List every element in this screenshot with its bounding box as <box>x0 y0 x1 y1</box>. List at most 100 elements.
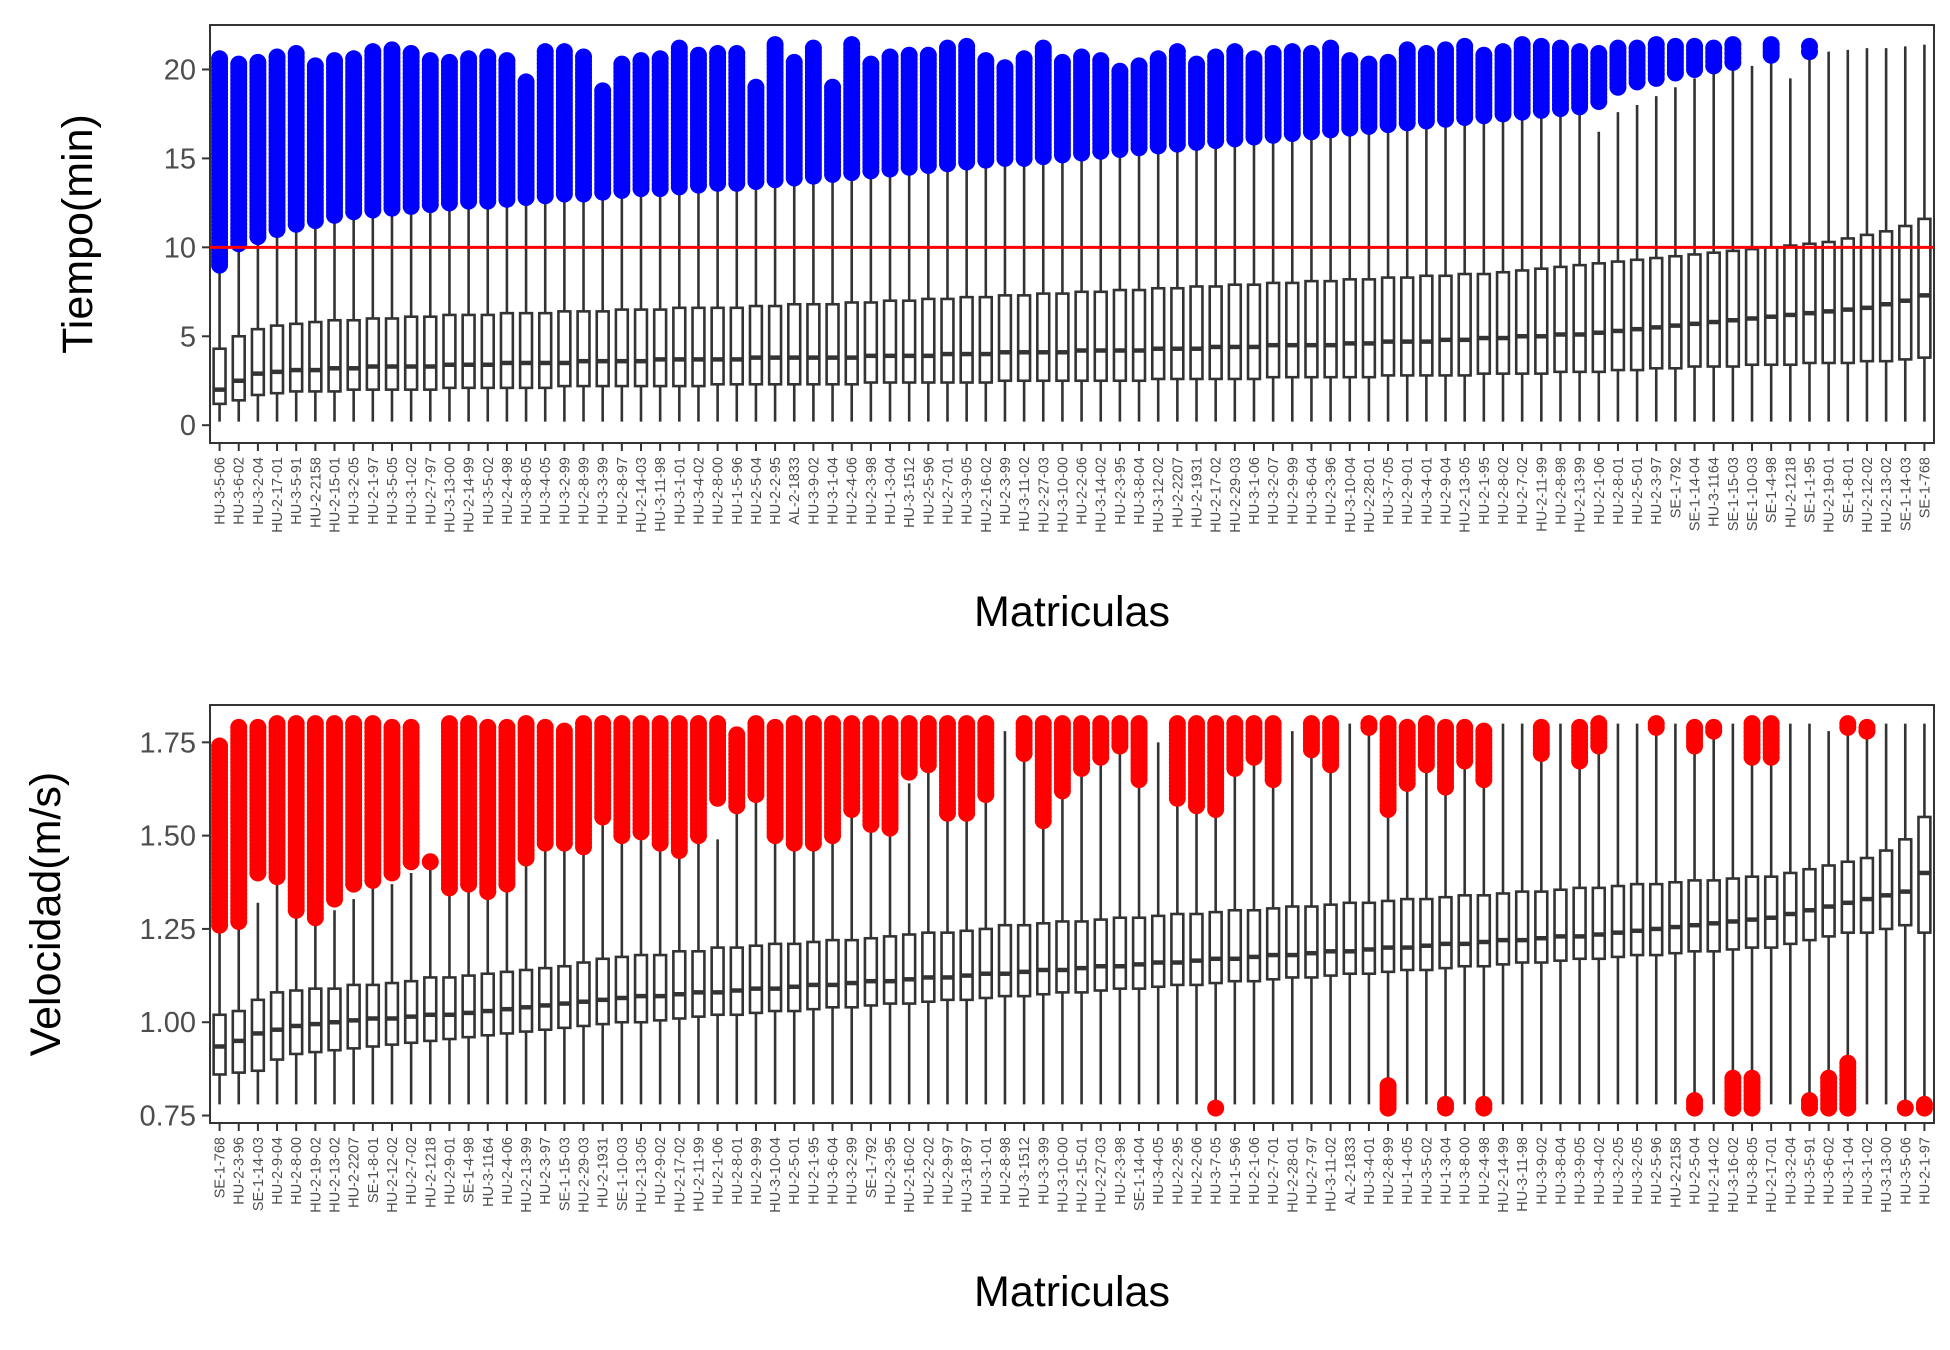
outlier-point <box>249 228 267 246</box>
box-body <box>1783 244 1798 367</box>
box-body <box>729 306 745 386</box>
x-tick-label: HU-2-8-97 <box>615 457 631 525</box>
box-body <box>1591 886 1607 961</box>
outlier-point <box>1762 748 1780 766</box>
box-body <box>1878 230 1894 363</box>
box-body <box>1399 276 1415 377</box>
x-tick-label: HU-2-3-97 <box>538 1137 554 1205</box>
box-body <box>1859 233 1875 363</box>
x-tick-label: HU-2-1-06 <box>1592 457 1608 525</box>
x-tick-label: HU-3-4-02 <box>1592 1137 1608 1205</box>
x-tick-label: HU-2-1218 <box>423 1137 439 1208</box>
outlier-point <box>843 801 861 818</box>
x-tick-label: HU-2-5-04 <box>749 457 765 525</box>
x-tick-label: HU-2-15-01 <box>1075 1137 1091 1213</box>
box-10 <box>402 44 420 422</box>
box-body <box>1744 875 1760 949</box>
outlier-point <box>977 151 995 169</box>
x-tick-label: HU-3-3-99 <box>1036 1137 1052 1205</box>
x-tick-label: HU-2-17-01 <box>270 457 286 533</box>
box-body <box>1629 258 1645 372</box>
box-17 <box>536 43 554 422</box>
outlier-point <box>1571 752 1589 770</box>
box-body <box>1246 908 1262 983</box>
outlier-point <box>632 823 650 841</box>
box-body <box>1323 279 1338 379</box>
x-tick-label: HU-2-13-99 <box>519 1137 535 1213</box>
x-tick-label: HU-3-9-05 <box>960 457 976 525</box>
outlier-point <box>1705 722 1723 740</box>
box-body <box>1495 270 1511 375</box>
outlier-point <box>1437 1099 1455 1117</box>
outlier-point <box>1743 1099 1761 1117</box>
outlier-point <box>1379 1099 1397 1117</box>
outlier-point <box>804 167 822 185</box>
x-tick-label: HU-3-1164 <box>481 1137 497 1207</box>
box-body <box>557 310 572 388</box>
y-tick-label: 0.75 <box>140 1101 196 1133</box>
box-body <box>940 297 955 384</box>
y-axis-title: Tiempo(min) <box>54 114 102 354</box>
box-body <box>1763 875 1779 949</box>
x-tick-label: HU-2-8-01 <box>1611 457 1627 525</box>
x-tick-label: HU-2-19-01 <box>1822 457 1838 533</box>
box-body <box>787 302 802 386</box>
outlier-point <box>1188 797 1206 815</box>
box-body <box>1055 920 1070 994</box>
box-body <box>1361 278 1377 379</box>
box-body <box>1457 894 1472 968</box>
box-body <box>327 987 342 1052</box>
box-body <box>1093 918 1108 992</box>
outlier-point <box>785 834 803 852</box>
outlier-point <box>1111 141 1129 159</box>
box-body <box>1361 901 1377 976</box>
outlier-point <box>383 864 401 882</box>
box-4 <box>287 44 305 422</box>
outlier-point <box>1302 741 1320 759</box>
x-tick-label: HU-3-2-04 <box>251 457 267 525</box>
box-body <box>1150 914 1166 989</box>
box-body <box>1170 912 1185 987</box>
box-1 <box>230 718 248 1105</box>
x-tick-label: HU-3-2-07 <box>1266 457 1282 525</box>
outlier-point <box>1456 108 1474 126</box>
box-8 <box>364 43 382 422</box>
x-tick-label: HU-3-4-01 <box>1362 1137 1378 1205</box>
box-body <box>1074 920 1089 994</box>
outlier-point <box>364 201 382 219</box>
outlier-point <box>900 763 918 781</box>
x-tick-label: HU-3-10-00 <box>1055 457 1071 533</box>
x-tick-label: HU-3-10-00 <box>1055 1137 1071 1213</box>
box-body <box>212 347 227 406</box>
box-11 <box>421 52 439 422</box>
outlier-point <box>1705 57 1723 75</box>
box-body <box>748 304 764 386</box>
x-tick-label: HU-2-5-04 <box>1688 1137 1704 1205</box>
box-body <box>1342 278 1357 379</box>
outlier-point <box>575 838 593 856</box>
x-tick-label: HU-2-3-96 <box>1324 457 1340 525</box>
outlier-point <box>1590 92 1608 110</box>
box-body <box>729 946 745 1017</box>
box-16 <box>517 73 535 422</box>
outlier-point <box>268 868 286 886</box>
x-tick-label: HU-2-13-05 <box>634 1137 650 1213</box>
outlier-point <box>881 819 899 837</box>
outlier-point <box>1417 112 1435 130</box>
x-tick-label: HU-2-12-02 <box>385 1137 401 1213</box>
box-body <box>806 302 821 386</box>
box-body <box>384 317 400 391</box>
x-tick-label: SE-1-1-95 <box>1802 457 1818 523</box>
box-5 <box>306 715 324 1105</box>
x-tick-label: HU-3-5-02 <box>481 457 497 525</box>
x-tick-label: HU-2-19-02 <box>308 1137 324 1213</box>
box-body <box>633 308 649 388</box>
outlier-point <box>1053 782 1071 800</box>
box-body <box>308 320 323 393</box>
outlier-point <box>958 153 976 171</box>
x-tick-label: HU-2-2158 <box>308 457 324 528</box>
x-tick-label: SE-1-14-03 <box>251 1137 267 1211</box>
outlier-point <box>306 212 324 230</box>
box-body <box>1304 905 1319 979</box>
